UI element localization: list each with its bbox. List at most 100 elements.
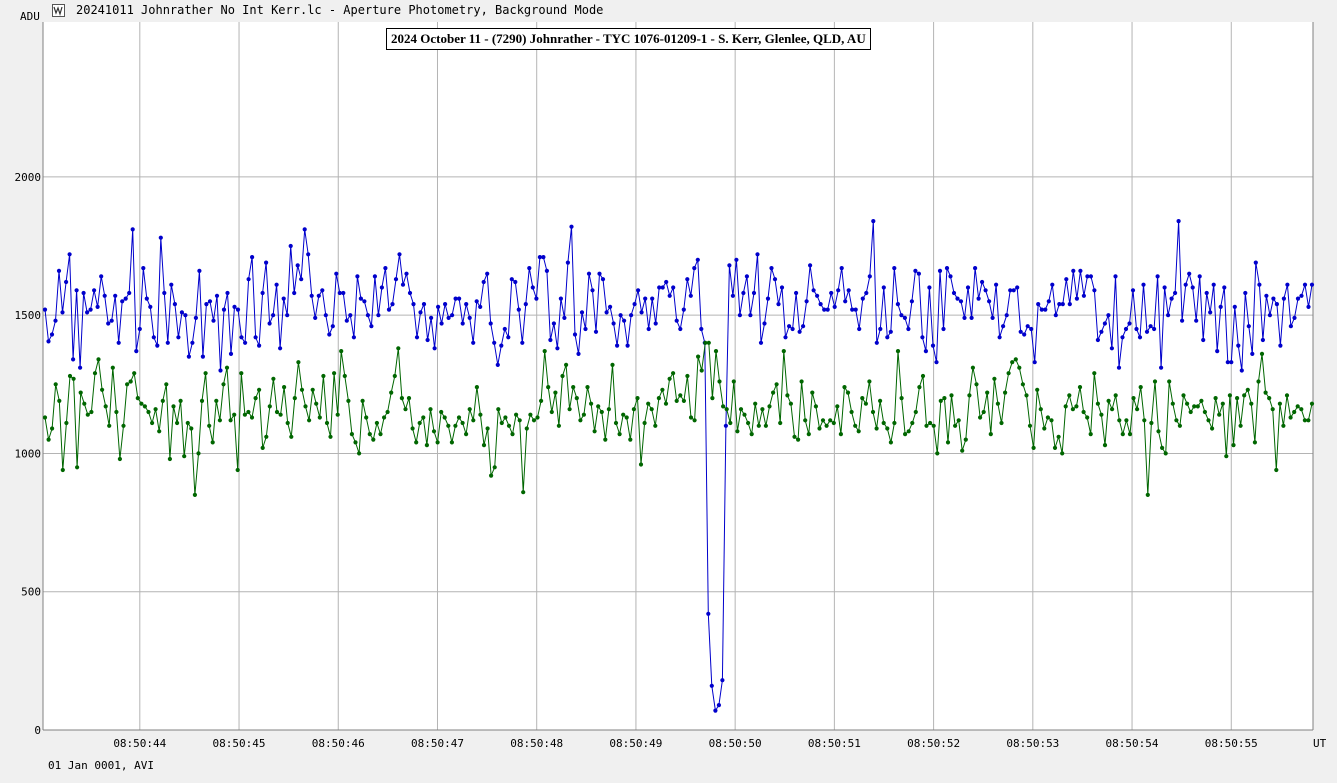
data-point: [949, 393, 954, 398]
data-point: [783, 335, 788, 340]
data-point: [751, 290, 757, 296]
data-point: [1170, 401, 1175, 406]
data-point: [790, 326, 795, 332]
data-point: [604, 310, 609, 315]
data-point: [969, 315, 974, 320]
data-point: [42, 307, 48, 312]
data-point: [818, 302, 823, 307]
data-point: [749, 432, 754, 437]
data-point: [246, 409, 251, 415]
data-point: [436, 304, 441, 309]
data-point: [246, 277, 251, 282]
data-point: [730, 293, 736, 298]
data-point: [75, 465, 80, 470]
data-point: [1110, 407, 1115, 412]
data-point: [113, 293, 118, 298]
data-point: [1081, 293, 1086, 298]
data-point: [576, 351, 581, 356]
data-point: [1095, 337, 1100, 343]
data-point: [450, 313, 455, 318]
data-point: [506, 423, 512, 428]
data-point: [610, 362, 615, 367]
data-point: [1067, 302, 1072, 307]
data-point: [1145, 492, 1150, 497]
data-point: [1003, 390, 1008, 395]
data-point: [285, 420, 290, 426]
data-point: [1070, 407, 1075, 412]
data-point: [85, 310, 90, 315]
data-point: [467, 315, 472, 320]
data-point: [608, 304, 613, 309]
data-point: [583, 326, 588, 332]
data-point: [1271, 296, 1276, 301]
data-point: [64, 420, 69, 426]
data-point: [1144, 329, 1150, 334]
data-point: [1295, 296, 1301, 301]
data-point: [765, 296, 771, 301]
data-point: [983, 288, 988, 293]
data-point: [85, 412, 90, 417]
data-point: [1102, 443, 1108, 448]
data-point: [1245, 387, 1250, 392]
data-point: [781, 349, 786, 354]
data-point: [985, 390, 990, 395]
data-point: [1253, 260, 1258, 265]
data-point: [1264, 293, 1269, 298]
data-point: [613, 420, 619, 426]
data-point: [407, 290, 413, 296]
data-point: [1227, 393, 1232, 398]
data-point: [842, 385, 847, 390]
title-bar: 20241011 Johnrather No Int Kerr.lc - Ape…: [0, 0, 1337, 22]
data-point: [428, 407, 433, 412]
data-point: [671, 371, 676, 376]
data-point: [446, 315, 451, 320]
data-point: [1113, 274, 1118, 279]
data-point: [1131, 396, 1136, 401]
x-tick-labels: 08:50:44 08:50:45 08:50:46 08:50:47 08:50:48…: [113, 737, 1257, 750]
data-point: [1185, 401, 1190, 406]
data-point: [1281, 296, 1286, 301]
data-point: [382, 415, 387, 420]
data-point: [713, 708, 718, 713]
data-point: [492, 340, 497, 345]
data-point: [549, 409, 554, 415]
data-point: [1152, 326, 1157, 332]
data-point: [1197, 274, 1202, 279]
data-point: [1232, 304, 1237, 309]
data-point: [917, 385, 922, 390]
data-point: [53, 382, 58, 387]
data-point: [1031, 445, 1036, 450]
data-point: [49, 332, 55, 337]
data-point: [1202, 409, 1207, 415]
data-point: [590, 288, 595, 293]
data-point: [924, 423, 929, 428]
data-point: [89, 409, 94, 415]
data-point: [820, 418, 826, 423]
data-point: [257, 343, 262, 348]
data-point: [1074, 404, 1079, 409]
data-point: [274, 282, 279, 287]
data-point: [699, 368, 704, 373]
data-point: [1134, 326, 1139, 332]
x-tick-label: 08:50:49: [609, 737, 662, 750]
data-point: [978, 415, 983, 420]
data-point: [581, 412, 587, 417]
data-point: [81, 290, 86, 296]
data-point: [485, 426, 490, 431]
data-point: [813, 404, 819, 409]
data-point: [981, 409, 986, 415]
data-point: [141, 266, 146, 271]
data-point: [292, 396, 297, 401]
data-point: [171, 404, 176, 409]
data-point: [414, 335, 420, 340]
data-point: [541, 255, 546, 260]
data-point: [1099, 329, 1104, 334]
data-point: [46, 339, 51, 344]
data-point: [1004, 313, 1009, 318]
data-point: [678, 393, 683, 398]
x-tick-label: 08:50:47: [411, 737, 464, 750]
data-point: [60, 310, 65, 315]
data-point: [378, 432, 383, 437]
data-point: [849, 409, 854, 415]
data-point: [956, 418, 961, 423]
